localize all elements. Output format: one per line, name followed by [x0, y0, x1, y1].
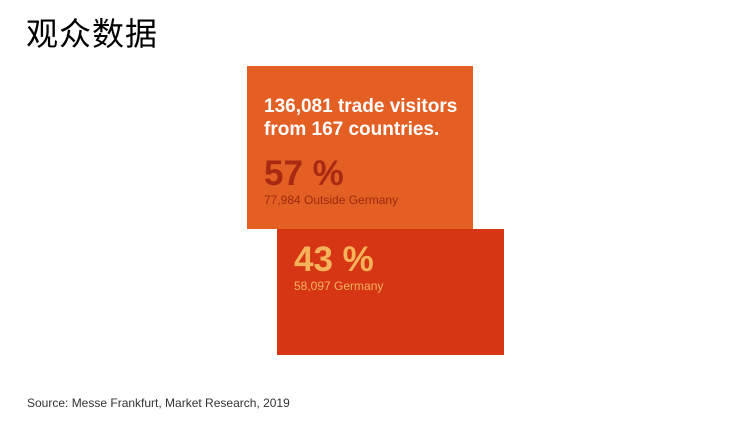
page-title: 观众数据 [26, 15, 159, 53]
source-note: Source: Messe Frankfurt, Market Research… [27, 396, 290, 410]
outside-germany-count: 77,984 Outside Germany [264, 193, 399, 207]
germany-percent: 43 % [294, 240, 374, 279]
outside-germany-box: 136,081 trade visitors from 167 countrie… [247, 66, 473, 229]
headline-line-1: 136,081 trade visitors [264, 96, 458, 117]
visitors-headline: 136,081 trade visitors from 167 countrie… [264, 95, 473, 141]
outside-germany-percent: 57 % [264, 154, 344, 193]
germany-count: 58,097 Germany [294, 279, 384, 293]
germany-box: 43 % 58,097 Germany [277, 229, 504, 355]
headline-line-2: from 167 countries. [264, 119, 440, 140]
